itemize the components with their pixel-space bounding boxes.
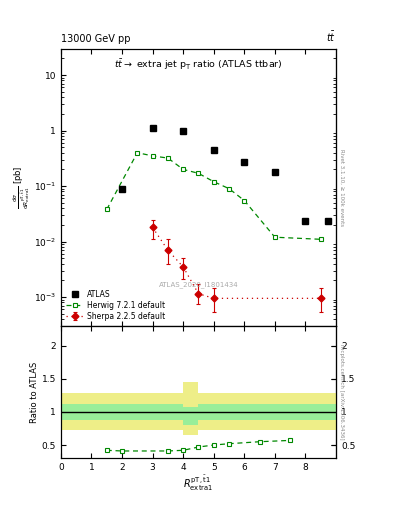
Herwig 7.2.1 default (105, 206, 109, 212)
ATLAS (303, 218, 308, 224)
Text: $t\bar{t}$: $t\bar{t}$ (326, 30, 336, 44)
Herwig 7.2.1 default (196, 170, 201, 177)
Herwig 7.2.1 default (165, 155, 170, 161)
Herwig 7.2.1 default (242, 198, 247, 204)
ATLAS (326, 218, 331, 224)
Line: ATLAS: ATLAS (119, 125, 332, 224)
Y-axis label: $\frac{\mathrm{d}\sigma}{\mathrm{d}R^{\mathrm{pT,}\bar{\mathrm{t}}1}_{\mathrm{ex: $\frac{\mathrm{d}\sigma}{\mathrm{d}R^{\m… (11, 165, 32, 209)
Herwig 7.2.1 default (318, 236, 323, 242)
ATLAS (242, 159, 247, 165)
Herwig 7.2.1 default (272, 234, 277, 240)
ATLAS (211, 147, 216, 153)
ATLAS (272, 169, 277, 175)
Y-axis label: mcplots.cern.ch [arXiv:1306.3436]: mcplots.cern.ch [arXiv:1306.3436] (339, 345, 344, 440)
Legend: ATLAS, Herwig 7.2.1 default, Sherpa 2.2.5 default: ATLAS, Herwig 7.2.1 default, Sherpa 2.2.… (65, 288, 167, 322)
Text: $t\bar{t}{\rightarrow}$ extra jet $\mathregular{p_T}$ ratio (ATLAS ttbar): $t\bar{t}{\rightarrow}$ extra jet $\math… (114, 57, 283, 72)
Herwig 7.2.1 default (227, 185, 231, 191)
ATLAS (150, 125, 155, 132)
ATLAS (181, 127, 185, 134)
Herwig 7.2.1 default (150, 153, 155, 159)
Herwig 7.2.1 default (211, 179, 216, 185)
Y-axis label: Rivet 3.1.10, ≥ 100k events: Rivet 3.1.10, ≥ 100k events (339, 149, 344, 226)
ATLAS (120, 185, 125, 191)
Herwig 7.2.1 default (181, 166, 185, 173)
Text: 13000 GeV pp: 13000 GeV pp (61, 33, 130, 44)
Herwig 7.2.1 default (135, 150, 140, 156)
Line: Herwig 7.2.1 default: Herwig 7.2.1 default (104, 150, 323, 242)
Y-axis label: Ratio to ATLAS: Ratio to ATLAS (30, 361, 39, 423)
Text: ATLAS_2020_I1801434: ATLAS_2020_I1801434 (159, 281, 238, 288)
X-axis label: $R^{\mathrm{pT,}\bar{\mathrm{t}}1}_{\mathrm{extra1}}$: $R^{\mathrm{pT,}\bar{\mathrm{t}}1}_{\mat… (183, 474, 214, 493)
